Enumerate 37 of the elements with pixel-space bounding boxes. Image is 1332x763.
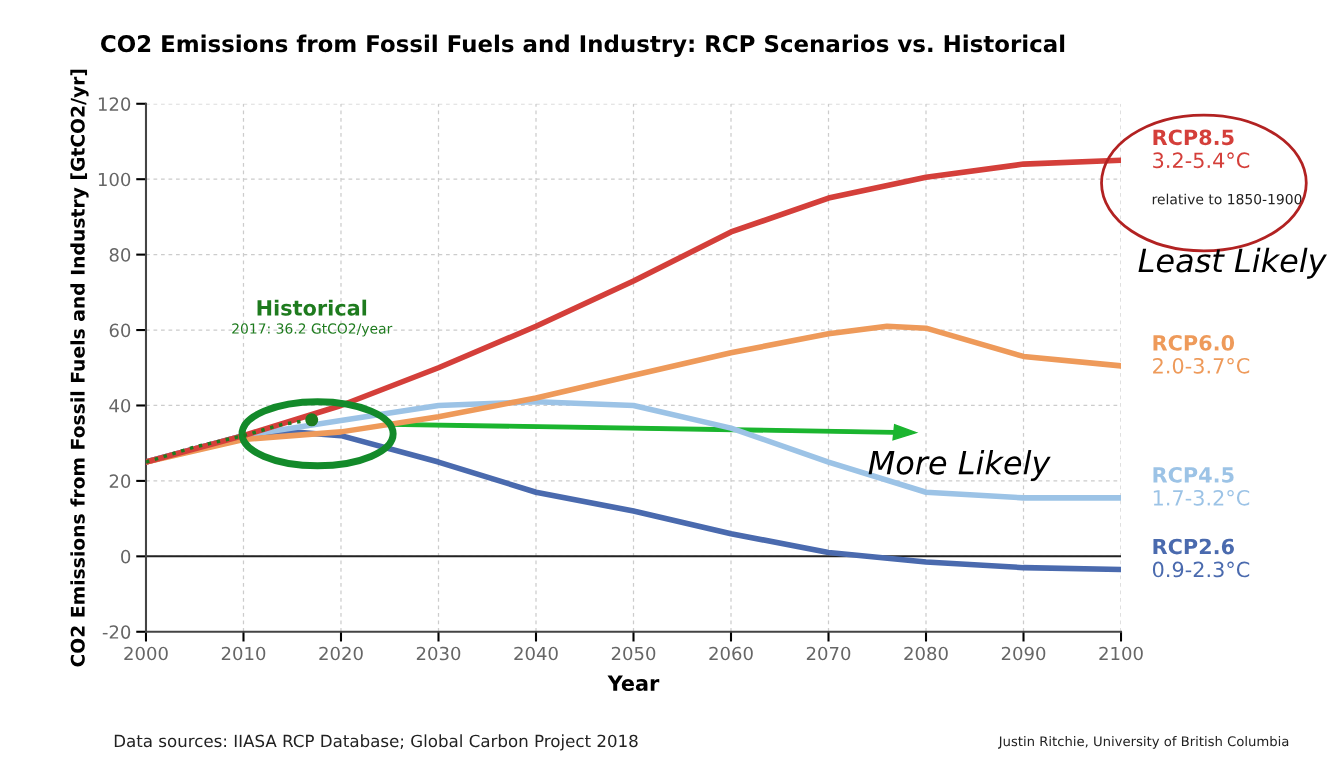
annotation: 2017: 36.2 GtCO2/year (232, 323, 393, 337)
y-tick-label: 40 (109, 398, 131, 413)
y-tick-label: 120 (98, 97, 131, 111)
x-tick-label: 2030 (416, 646, 461, 661)
annotation: More Likely (868, 449, 1051, 481)
x-tick-label: 2080 (904, 646, 948, 661)
y-tick-label: -20 (102, 625, 131, 639)
x-tick-label: 2070 (806, 646, 851, 661)
x-tick-label: 2050 (611, 646, 656, 661)
text: 3.2-5.4°C (1153, 152, 1250, 169)
series-label: RCP6.0 (1153, 334, 1235, 351)
chart-title: CO2 Emissions from Fossil Fuels and Industry: RCP Scenarios vs. Historical (101, 34, 1065, 57)
text: Historical (257, 299, 367, 316)
text: Justin Ritchie, University of British Columbia (998, 736, 1289, 749)
series-label: RCP2.6 (1153, 538, 1234, 555)
x-axis-title: Year (607, 675, 660, 692)
x-tick-label: 2100 (1099, 646, 1143, 661)
x-tick-label: 2060 (709, 646, 753, 661)
series-label: RCP4.5 (1153, 466, 1234, 483)
x-tick-label: 2010 (221, 646, 266, 661)
y-tick-label: 100 (98, 172, 131, 187)
text: 0.9-2.3°C (1152, 561, 1250, 578)
x-tick-label: 2040 (514, 646, 558, 661)
text: Data sources: IIASA RCP Database; Global Carbon Project 2018 (114, 734, 638, 751)
x-tick-label: 2020 (319, 646, 363, 661)
y-tick-label: 60 (109, 323, 131, 338)
x-tick-label: 2000 (124, 646, 168, 661)
series-label: RCP8.5 (1153, 129, 1234, 146)
text: 1.7-3.2°C (1153, 489, 1250, 506)
text: 2.0-3.7°C (1153, 357, 1250, 374)
y-axis-title: CO2 Emissions from Fossil Fuels and Industry [GtCO2/yr] (70, 69, 89, 667)
y-tick-label: 80 (109, 248, 131, 262)
text: relative to 1850-1900 (1152, 193, 1302, 205)
text: Least Likely (1138, 247, 1327, 279)
x-tick-label: 2090 (1001, 646, 1046, 661)
y-tick-label: 20 (109, 474, 131, 489)
y-tick-label: 0 (121, 549, 131, 564)
